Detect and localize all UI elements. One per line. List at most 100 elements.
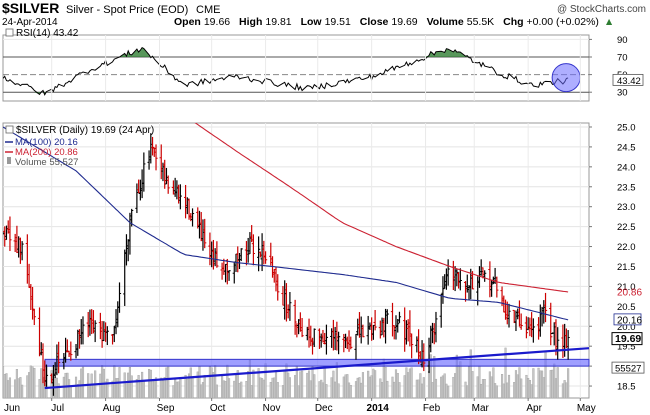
volume-bar xyxy=(92,384,95,398)
volume-bar xyxy=(57,383,60,398)
volume-bar xyxy=(31,366,34,398)
date-tick-label: Oct xyxy=(210,403,226,414)
quote-line: Open 19.66 High 19.81 Low 19.51 Close 19.69 … xyxy=(174,16,614,28)
volume-bar xyxy=(356,377,359,398)
volume-tag-text: 55527 xyxy=(615,364,641,375)
ohlc-bar xyxy=(300,318,304,338)
date-tick-label: Dec xyxy=(315,403,333,414)
volume-bar xyxy=(99,373,102,398)
volume-bar xyxy=(264,363,267,398)
volume-bar xyxy=(38,379,41,398)
ohlc-bar xyxy=(531,318,535,343)
ohlc-bar xyxy=(227,270,231,281)
ohlc-bar xyxy=(396,319,400,333)
volume-bar xyxy=(74,376,78,398)
volume-bar xyxy=(161,380,165,398)
volume-legend-bar-icon xyxy=(7,157,11,164)
ohlc-bar xyxy=(44,364,49,387)
ma100-tag-bg xyxy=(613,313,642,326)
ohlc-bar xyxy=(507,303,511,328)
ohlc-bar xyxy=(434,311,438,343)
volume-bar xyxy=(441,375,444,398)
ohlc-bars xyxy=(3,133,570,396)
volume-bar xyxy=(245,381,248,398)
volume-bar xyxy=(153,379,156,398)
volume-bar xyxy=(14,379,17,398)
rsi-tick-label: 90 xyxy=(617,35,628,46)
volume-bar xyxy=(106,378,109,398)
volume-bar xyxy=(506,382,509,398)
price-tick-label: 24.5 xyxy=(617,142,636,153)
volume-bar xyxy=(421,383,424,398)
volume-bar xyxy=(565,382,568,398)
volume-bar xyxy=(276,382,279,398)
chart-header: $SILVER Silver - Spot Price (EOD) CME @ … xyxy=(2,0,646,28)
ohlc-bar xyxy=(349,336,353,350)
ohlc-bar xyxy=(32,308,36,326)
ma100-legend-label: MA(100) 20.16 xyxy=(15,137,78,148)
date-tick-label: Nov xyxy=(263,403,281,414)
rsi-grid xyxy=(3,38,589,93)
volume-bar xyxy=(250,385,253,398)
volume-legend-label: Volume 55,527 xyxy=(15,157,78,168)
volume-bar xyxy=(294,375,297,398)
volume-bar xyxy=(516,374,519,398)
volume-bar xyxy=(549,370,552,398)
date-tick-label: Apr xyxy=(526,403,542,414)
volume-bar xyxy=(295,365,298,398)
volume-bar xyxy=(457,365,460,398)
price-tick-label: 20.5 xyxy=(617,302,636,313)
volume-bar xyxy=(542,377,545,398)
ohlc-bar xyxy=(150,136,155,156)
volume-bar xyxy=(540,370,544,398)
price-legend: $SILVER (Daily) 19.69 (24 Apr) MA(100) 2… xyxy=(5,125,154,168)
price-tick-label: 22.5 xyxy=(617,222,636,233)
ohlc-bar xyxy=(276,274,280,301)
volume-bar xyxy=(323,366,326,398)
volume-bar xyxy=(114,378,118,398)
volume-bar xyxy=(301,370,304,398)
date-tick-label: Feb xyxy=(423,403,441,414)
volume-bar xyxy=(7,380,10,398)
volume-bar xyxy=(554,378,558,398)
volume-bar xyxy=(379,378,382,398)
volume-bar xyxy=(247,371,250,398)
volume-bar xyxy=(396,373,399,398)
ohlc-bar xyxy=(166,175,170,194)
price-tick-label: 20.0 xyxy=(617,322,636,333)
volume-bar xyxy=(215,384,218,398)
volume-bar xyxy=(40,368,43,398)
volume-bar xyxy=(431,382,434,398)
ohlc-bar xyxy=(324,324,329,355)
rsi-line xyxy=(3,46,569,96)
ohlc-bar xyxy=(337,331,341,355)
quote-date: 24-Apr-2014 xyxy=(2,17,58,28)
volume-bar xyxy=(142,381,145,398)
ohlc-bar xyxy=(215,241,219,268)
ohlc-bar xyxy=(361,324,365,338)
rsi-highlight-circle xyxy=(551,63,581,93)
volume-bar xyxy=(160,377,163,398)
volume-bar xyxy=(200,384,203,398)
volume-bar xyxy=(149,369,152,398)
volume-bar xyxy=(320,379,323,398)
ma100-value-tag: 20.16 xyxy=(613,313,642,326)
chg-up-arrow-icon: ▲ xyxy=(604,16,614,28)
date-tick-label: Jun xyxy=(4,403,20,414)
volume-bar xyxy=(410,367,413,398)
volume-bar xyxy=(504,347,507,398)
volume-bar xyxy=(186,378,189,398)
ohlc-bar xyxy=(190,208,195,227)
volume-bar xyxy=(210,367,213,398)
rsi-legend-box-icon xyxy=(5,28,14,37)
volume-bar xyxy=(214,365,217,398)
volume-bar xyxy=(203,374,206,398)
volume-bar xyxy=(288,377,291,398)
volume-bar xyxy=(167,366,170,398)
volume-bar xyxy=(391,376,394,398)
close-value-tag: 19.69 xyxy=(611,332,643,346)
volume-bar xyxy=(502,383,505,398)
volume-bar xyxy=(274,371,278,398)
rsi-value-tag: 43.42 xyxy=(612,73,644,87)
volume-bar xyxy=(318,381,321,398)
